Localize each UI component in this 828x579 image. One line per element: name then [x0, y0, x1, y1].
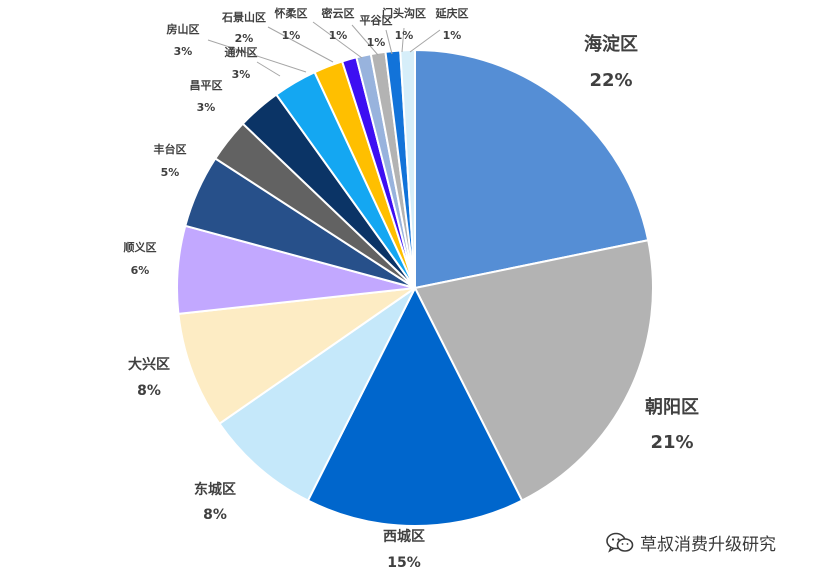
slice-label: 东城区: [194, 481, 236, 498]
leader-line: [256, 61, 281, 77]
slice-percent-label: 8%: [137, 383, 161, 399]
slice-label: 平谷区: [360, 13, 393, 27]
slice-percent-label: 3%: [197, 101, 216, 114]
slice-percent-label: 22%: [589, 70, 632, 91]
pie-slice: [399, 48, 416, 289]
slice-percent-label: 21%: [650, 432, 693, 453]
pie-slice: [414, 48, 650, 290]
slice-percent-label: 8%: [203, 507, 227, 523]
pie-slices: [176, 48, 654, 527]
pie-slice: [218, 287, 416, 502]
slice-percent-label: 1%: [443, 29, 462, 42]
slice-label: 门头沟区: [382, 6, 426, 20]
slice-label: 密云区: [322, 6, 355, 20]
slice-label: 通州区: [225, 46, 258, 59]
pie-slice: [413, 239, 654, 502]
slice-label: 怀柔区: [275, 6, 308, 20]
slice-percent-label: 5%: [161, 166, 180, 179]
slice-percent-label: 2%: [235, 32, 254, 45]
slice-percent-label: 6%: [131, 264, 150, 277]
slice-percent-label: 1%: [329, 29, 348, 42]
leader-line: [385, 29, 393, 55]
wechat-icon: [606, 532, 634, 553]
slice-percent-label: 3%: [232, 68, 251, 81]
slice-percent-label: 1%: [395, 29, 414, 42]
slice-label: 石景山区: [221, 10, 266, 24]
slice-percent-label: 15%: [387, 555, 421, 571]
slice-percent-label: 1%: [367, 36, 386, 49]
pie-slice: [306, 285, 524, 527]
slice-label: 丰台区: [154, 142, 187, 156]
leader-line: [312, 21, 363, 59]
slice-label: 延庆区: [435, 6, 469, 20]
slice-label: 大兴区: [128, 356, 170, 373]
leader-lines: [207, 21, 441, 77]
slice-label: 顺义区: [124, 240, 157, 254]
slice-label: 房山区: [167, 22, 200, 36]
slice-label: 昌平区: [190, 79, 223, 92]
slice-label: 西城区: [383, 528, 425, 545]
leader-line: [401, 27, 405, 53]
slice-percent-label: 3%: [174, 45, 193, 58]
slice-percent-label: 1%: [282, 29, 301, 42]
slice-labels: 海淀区 22% 朝阳区 21% 西城区 15% 东城区 8% 大兴区 8% 顺义区 6% 丰台区 5% 昌平…: [124, 6, 700, 571]
watermark: 草叔消费升级研究: [606, 530, 776, 555]
watermark-text: 草叔消费升级研究: [640, 535, 776, 555]
leader-line: [207, 39, 307, 73]
leader-line: [267, 26, 334, 63]
leader-line: [409, 29, 441, 53]
slice-label: 朝阳区: [645, 396, 699, 418]
pie-slice: [177, 287, 416, 426]
slice-label: 海淀区: [584, 33, 638, 55]
leader-line: [351, 24, 379, 56]
